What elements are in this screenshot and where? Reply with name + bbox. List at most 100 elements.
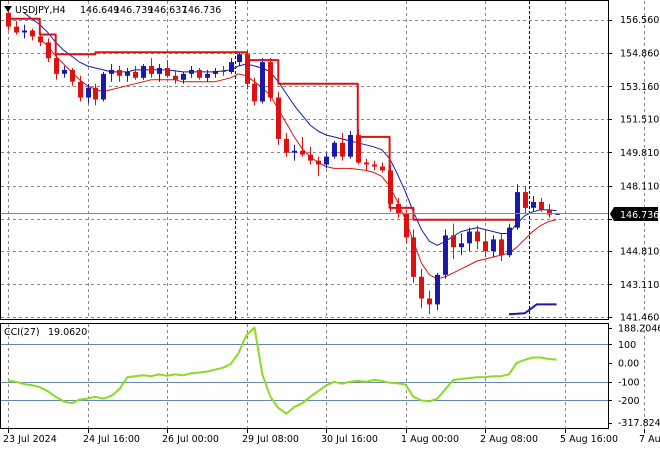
candle-body [197, 69, 202, 78]
candle [308, 146, 313, 165]
candle [427, 290, 432, 315]
candle [292, 144, 297, 161]
candle [86, 83, 91, 104]
y-tick-label: 141.460 [620, 313, 659, 324]
candle-body [459, 243, 464, 248]
candle [157, 64, 162, 82]
candle-body [380, 166, 385, 171]
ohlc-low: 146.637 [148, 5, 187, 16]
collapse-triangle-icon[interactable] [4, 6, 12, 12]
candle [499, 233, 504, 261]
candle [14, 20, 19, 35]
candle [46, 38, 51, 63]
candle-body [6, 12, 11, 27]
candle-body [364, 162, 369, 165]
candle [70, 68, 75, 86]
candle [348, 131, 353, 159]
x-tick-label: 2 Aug 08:00 [480, 434, 538, 445]
candle-body [292, 150, 297, 153]
reference-blue-line [508, 303, 557, 316]
candle [380, 162, 385, 173]
candle [483, 229, 488, 258]
x-tick-label: 1 Aug 00:00 [401, 434, 459, 445]
candle-body [427, 298, 432, 305]
candle [515, 184, 520, 230]
cci-y-tick-label: -317.824 [618, 418, 660, 429]
y-tick-label: 154.860 [620, 49, 659, 60]
y-tick-label: 149.810 [620, 148, 659, 159]
candle-body [78, 81, 83, 98]
candle [356, 129, 361, 165]
candle [149, 58, 154, 78]
candle [189, 66, 194, 78]
y-tick-label: 143.110 [620, 280, 659, 291]
candle [101, 71, 106, 102]
x-axis: 23 Jul 2024 24 Jul 16:00 26 Jul 00:00 29 Ju… [3, 429, 660, 445]
candle [38, 32, 43, 47]
candle-body [221, 70, 226, 72]
candle [531, 196, 536, 212]
cci-line [7, 326, 557, 415]
candle-body [499, 239, 504, 256]
price-marker: 146.736 [610, 207, 659, 221]
candle-body [101, 73, 106, 100]
candle-body [205, 73, 210, 78]
candle-body [173, 75, 178, 80]
candle [435, 272, 440, 311]
y-tick-label: 151.510 [620, 115, 659, 126]
ohlc-open: 146.649 [80, 5, 119, 16]
candle-body [229, 62, 234, 72]
candle [109, 64, 114, 82]
candle-body [515, 192, 520, 228]
candle-body [372, 164, 377, 167]
candle-body [109, 69, 114, 74]
candle-body [419, 276, 424, 299]
cci-y-tick-label: 100 [618, 340, 636, 351]
candle-body [117, 69, 122, 76]
chart-header: USDJPY,H4 146.649 146.739 146.637 146.73… [4, 5, 221, 16]
cci-value-label: 19.0620 [48, 327, 87, 338]
candle [340, 133, 345, 161]
y-tick-label: 148.110 [620, 182, 659, 193]
candle-body [30, 30, 35, 37]
candle-body [547, 209, 552, 215]
candle-body [141, 66, 146, 78]
price-marker-box [610, 207, 658, 221]
candle [316, 156, 321, 177]
candlesticks [6, 10, 560, 315]
candle-body [46, 42, 51, 59]
price-marker-label: 146.736 [620, 210, 659, 221]
candle [165, 60, 170, 78]
candle-body [54, 58, 59, 74]
candle [78, 75, 83, 102]
candle-body [125, 71, 130, 76]
candle-body [435, 274, 440, 305]
x-tick-label: 23 Jul 2024 [3, 434, 57, 445]
candle [245, 50, 250, 90]
cci-y-tick-label: 188.2046 [618, 324, 660, 335]
candle-body [507, 227, 512, 256]
cci-y-tick-label: -100 [618, 377, 640, 388]
candle [268, 58, 273, 102]
ohlc-high: 146.739 [114, 5, 153, 16]
candle-body [451, 235, 456, 248]
candle [197, 68, 202, 80]
cci-series-line [7, 326, 557, 415]
candle-body [483, 241, 488, 252]
candle-body [340, 142, 345, 157]
candle-body [475, 231, 480, 242]
candle-body [189, 69, 194, 74]
candle [404, 209, 409, 244]
candle-body [213, 70, 218, 74]
candle-body [14, 26, 19, 33]
candle [547, 203, 552, 218]
candle [475, 225, 480, 250]
candle [491, 235, 496, 258]
cci-y-tick-label: -200 [618, 396, 640, 407]
x-tick-label: 5 Aug 16:00 [560, 434, 618, 445]
candle [141, 64, 146, 80]
candle-body [316, 160, 321, 165]
candle-body [157, 68, 162, 74]
candle [173, 69, 178, 84]
candle-body [411, 237, 416, 277]
